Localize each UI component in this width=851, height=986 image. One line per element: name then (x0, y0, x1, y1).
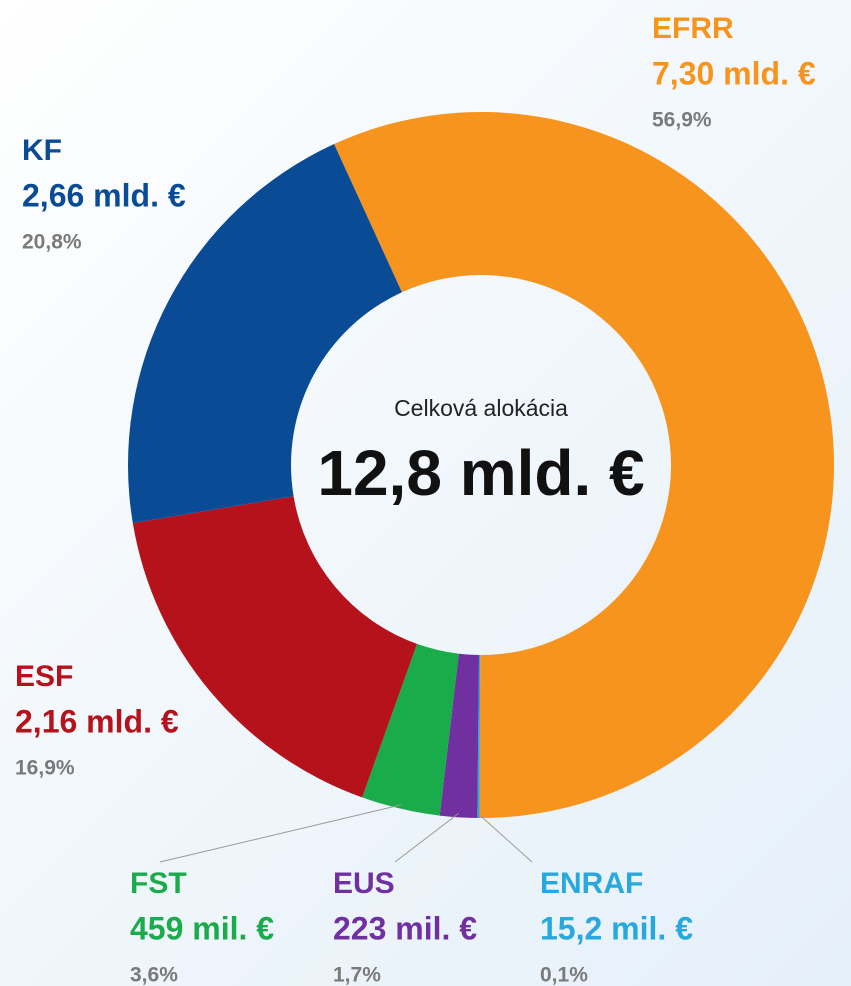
slice-amount: 7,30 mld. € (652, 55, 816, 91)
slice-name: EFRR (652, 12, 734, 45)
slice-percent: 3,6% (130, 964, 178, 986)
slice-percent: 16,9% (15, 757, 75, 780)
donut-slice (334, 112, 834, 818)
slice-name: ESF (15, 660, 73, 693)
slice-amount: 15,2 mil. € (540, 910, 693, 946)
slice-amount: 2,66 mld. € (22, 177, 186, 213)
slice-amount: 223 mil. € (333, 910, 477, 946)
donut-slice (128, 144, 402, 524)
donut-slice (439, 653, 480, 818)
donut-slice (362, 643, 459, 816)
donut-slice (477, 654, 481, 818)
total-label: 12,8 mld. € (317, 437, 644, 509)
slice-name: KF (22, 134, 62, 167)
center-label: Celková alokácia (394, 395, 568, 421)
leader-line (394, 812, 460, 863)
leader-line (159, 804, 402, 863)
slice-percent: 1,7% (333, 964, 381, 986)
slice-amount: 2,16 mld. € (15, 703, 179, 739)
slice-percent: 56,9% (652, 109, 712, 132)
slice-amount: 459 mil. € (130, 910, 274, 946)
donut-slice (132, 496, 418, 798)
slice-name: ENRAF (540, 867, 643, 900)
leader-line (478, 813, 533, 863)
slice-name: FST (130, 867, 187, 900)
slice-percent: 0,1% (540, 964, 588, 986)
slice-percent: 20,8% (22, 231, 82, 254)
slice-name: EUS (333, 867, 395, 900)
